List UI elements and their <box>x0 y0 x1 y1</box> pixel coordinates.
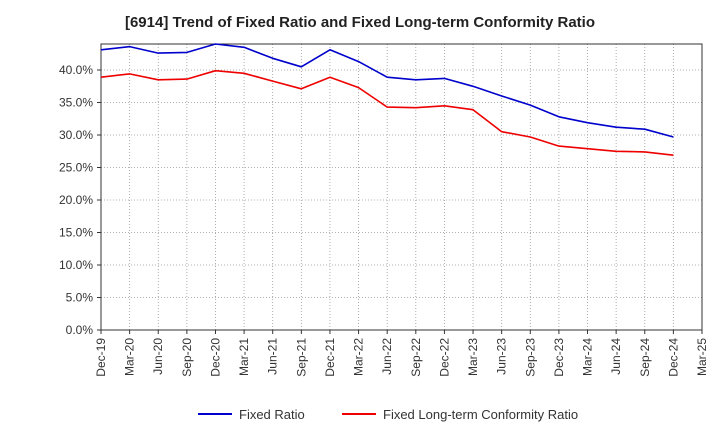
y-tick-label: 35.0% <box>59 96 93 110</box>
legend: Fixed Ratio Fixed Long-term Conformity Ra… <box>198 407 578 422</box>
series-line-0 <box>100 43 674 138</box>
y-tick-label: 40.0% <box>59 63 93 77</box>
x-tick-label: Mar-21 <box>237 338 251 376</box>
x-tick-label: Mar-23 <box>466 338 480 376</box>
y-tick-label: 30.0% <box>59 128 93 142</box>
chart-title: [6914] Trend of Fixed Ratio and Fixed Lo… <box>124 14 596 31</box>
x-tick-label: Mar-22 <box>352 338 366 376</box>
y-tick-label: 5.0% <box>66 291 94 305</box>
series-line-1 <box>100 69 674 156</box>
x-tick-label: Sep-23 <box>523 338 537 377</box>
x-tick-label: Mar-20 <box>123 338 137 376</box>
gridlines <box>101 44 702 330</box>
x-tick-label: Dec-19 <box>94 338 108 377</box>
y-tick-label: 15.0% <box>59 226 93 240</box>
x-tick-label: Dec-20 <box>208 338 222 377</box>
plot-frame <box>100 43 703 331</box>
series-lines <box>100 43 674 156</box>
y-tick-label: 10.0% <box>59 258 93 272</box>
x-tick-label: Sep-20 <box>180 338 194 377</box>
x-tick-label: Sep-22 <box>409 338 423 377</box>
x-tick-label: Jun-24 <box>609 338 623 375</box>
x-tick-label: Dec-23 <box>552 338 566 377</box>
axes: 0.0% 5.0% 10.0% 15.0% 20.0% 25.0% 30.0% 35.0% 40… <box>59 43 709 377</box>
x-tick-label: Dec-21 <box>323 338 337 377</box>
legend-label-0: Fixed Ratio <box>239 407 305 422</box>
x-tick-label: Dec-22 <box>437 338 451 377</box>
x-tick-label: Sep-24 <box>638 338 652 377</box>
x-tick-label: Jun-22 <box>380 338 394 375</box>
x-tick-label: Jun-23 <box>495 338 509 375</box>
x-tick-label: Mar-25 <box>695 338 709 376</box>
x-tick-label: Jun-21 <box>266 338 280 375</box>
y-tick-label: 0.0% <box>66 323 94 337</box>
x-tick-label: Jun-20 <box>151 338 165 375</box>
x-tick-label: Sep-21 <box>294 338 308 377</box>
x-tick-label: Mar-24 <box>581 338 595 376</box>
y-tick-label: 25.0% <box>59 161 93 175</box>
y-tick-label: 20.0% <box>59 193 93 207</box>
x-tick-label: Dec-24 <box>666 338 680 377</box>
legend-label-1: Fixed Long-term Conformity Ratio <box>383 407 578 422</box>
